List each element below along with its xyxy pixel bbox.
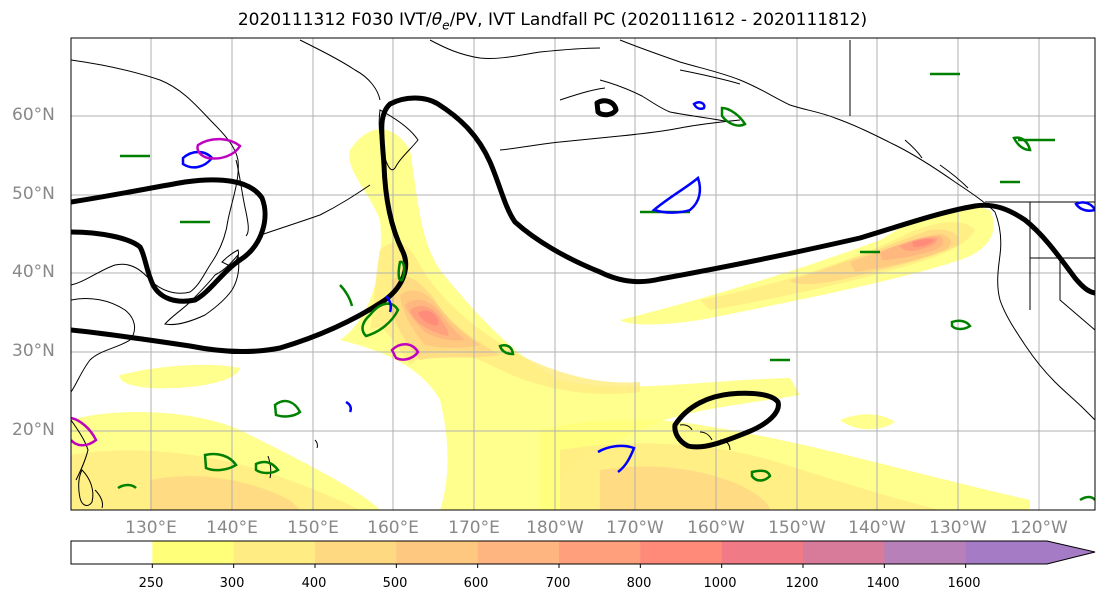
colorbar-label-800: 800 — [626, 576, 652, 591]
lon-label-170w: 170°W — [606, 518, 664, 538]
pv-contours — [71, 72, 1095, 502]
colorbar-segment — [803, 541, 885, 564]
colorbar-label-300: 300 — [219, 576, 245, 591]
lon-label-160w: 160°W — [687, 518, 745, 538]
theta-e-contours — [71, 95, 1095, 450]
colorbar-label-600: 600 — [463, 576, 489, 591]
colorbar-label-1400: 1400 — [866, 576, 900, 591]
lon-label-130w: 130°W — [929, 518, 987, 538]
colorbar-label-250: 250 — [138, 576, 164, 591]
colorbar-label-1600: 1600 — [947, 576, 981, 591]
colorbar-label-1200: 1200 — [785, 576, 819, 591]
lat-label-60n: 60°N — [12, 105, 55, 125]
lon-label-140e: 140°E — [206, 518, 258, 538]
colorbar-label-500: 500 — [382, 576, 408, 591]
lon-label-170e: 170°E — [448, 518, 500, 538]
colorbar-segment — [396, 541, 479, 564]
colorbar-segment — [721, 541, 804, 564]
colorbar-label-400: 400 — [301, 576, 327, 591]
colorbar-outline — [70, 540, 1096, 565]
map-grid — [71, 38, 1095, 510]
lon-label-120w: 120°W — [1010, 518, 1068, 538]
lon-label-180w: 180°W — [526, 518, 584, 538]
colorbar-segment — [559, 541, 641, 564]
lat-label-50n: 50°N — [12, 184, 55, 204]
lon-label-140w: 140°W — [848, 518, 906, 538]
lat-label-30n: 30°N — [12, 341, 55, 361]
colorbar-segment — [71, 541, 153, 564]
lon-label-150e: 150°E — [287, 518, 339, 538]
colorbar-label-1000: 1000 — [703, 576, 737, 591]
lon-label-150w: 150°W — [768, 518, 826, 538]
colorbar-segment — [884, 541, 967, 564]
lon-label-130e: 130°E — [125, 518, 177, 538]
colorbar-label-700: 700 — [545, 576, 571, 591]
colorbar-segment — [233, 541, 316, 564]
colorbar-segment — [477, 541, 560, 564]
lon-label-160e: 160°E — [367, 518, 419, 538]
map-frame — [70, 37, 1096, 511]
colorbar — [70, 540, 1096, 568]
colorbar-segment — [152, 541, 235, 564]
lat-label-20n: 20°N — [12, 420, 55, 440]
ivt-shading — [71, 129, 1030, 510]
map-title: 2020111312 F030 IVT/θe/PV, IVT Landfall … — [237, 10, 868, 33]
lat-label-40n: 40°N — [12, 262, 55, 282]
colorbar-segment — [640, 541, 723, 564]
colorbar-segment — [315, 541, 397, 564]
colorbar-segment — [965, 541, 1095, 564]
